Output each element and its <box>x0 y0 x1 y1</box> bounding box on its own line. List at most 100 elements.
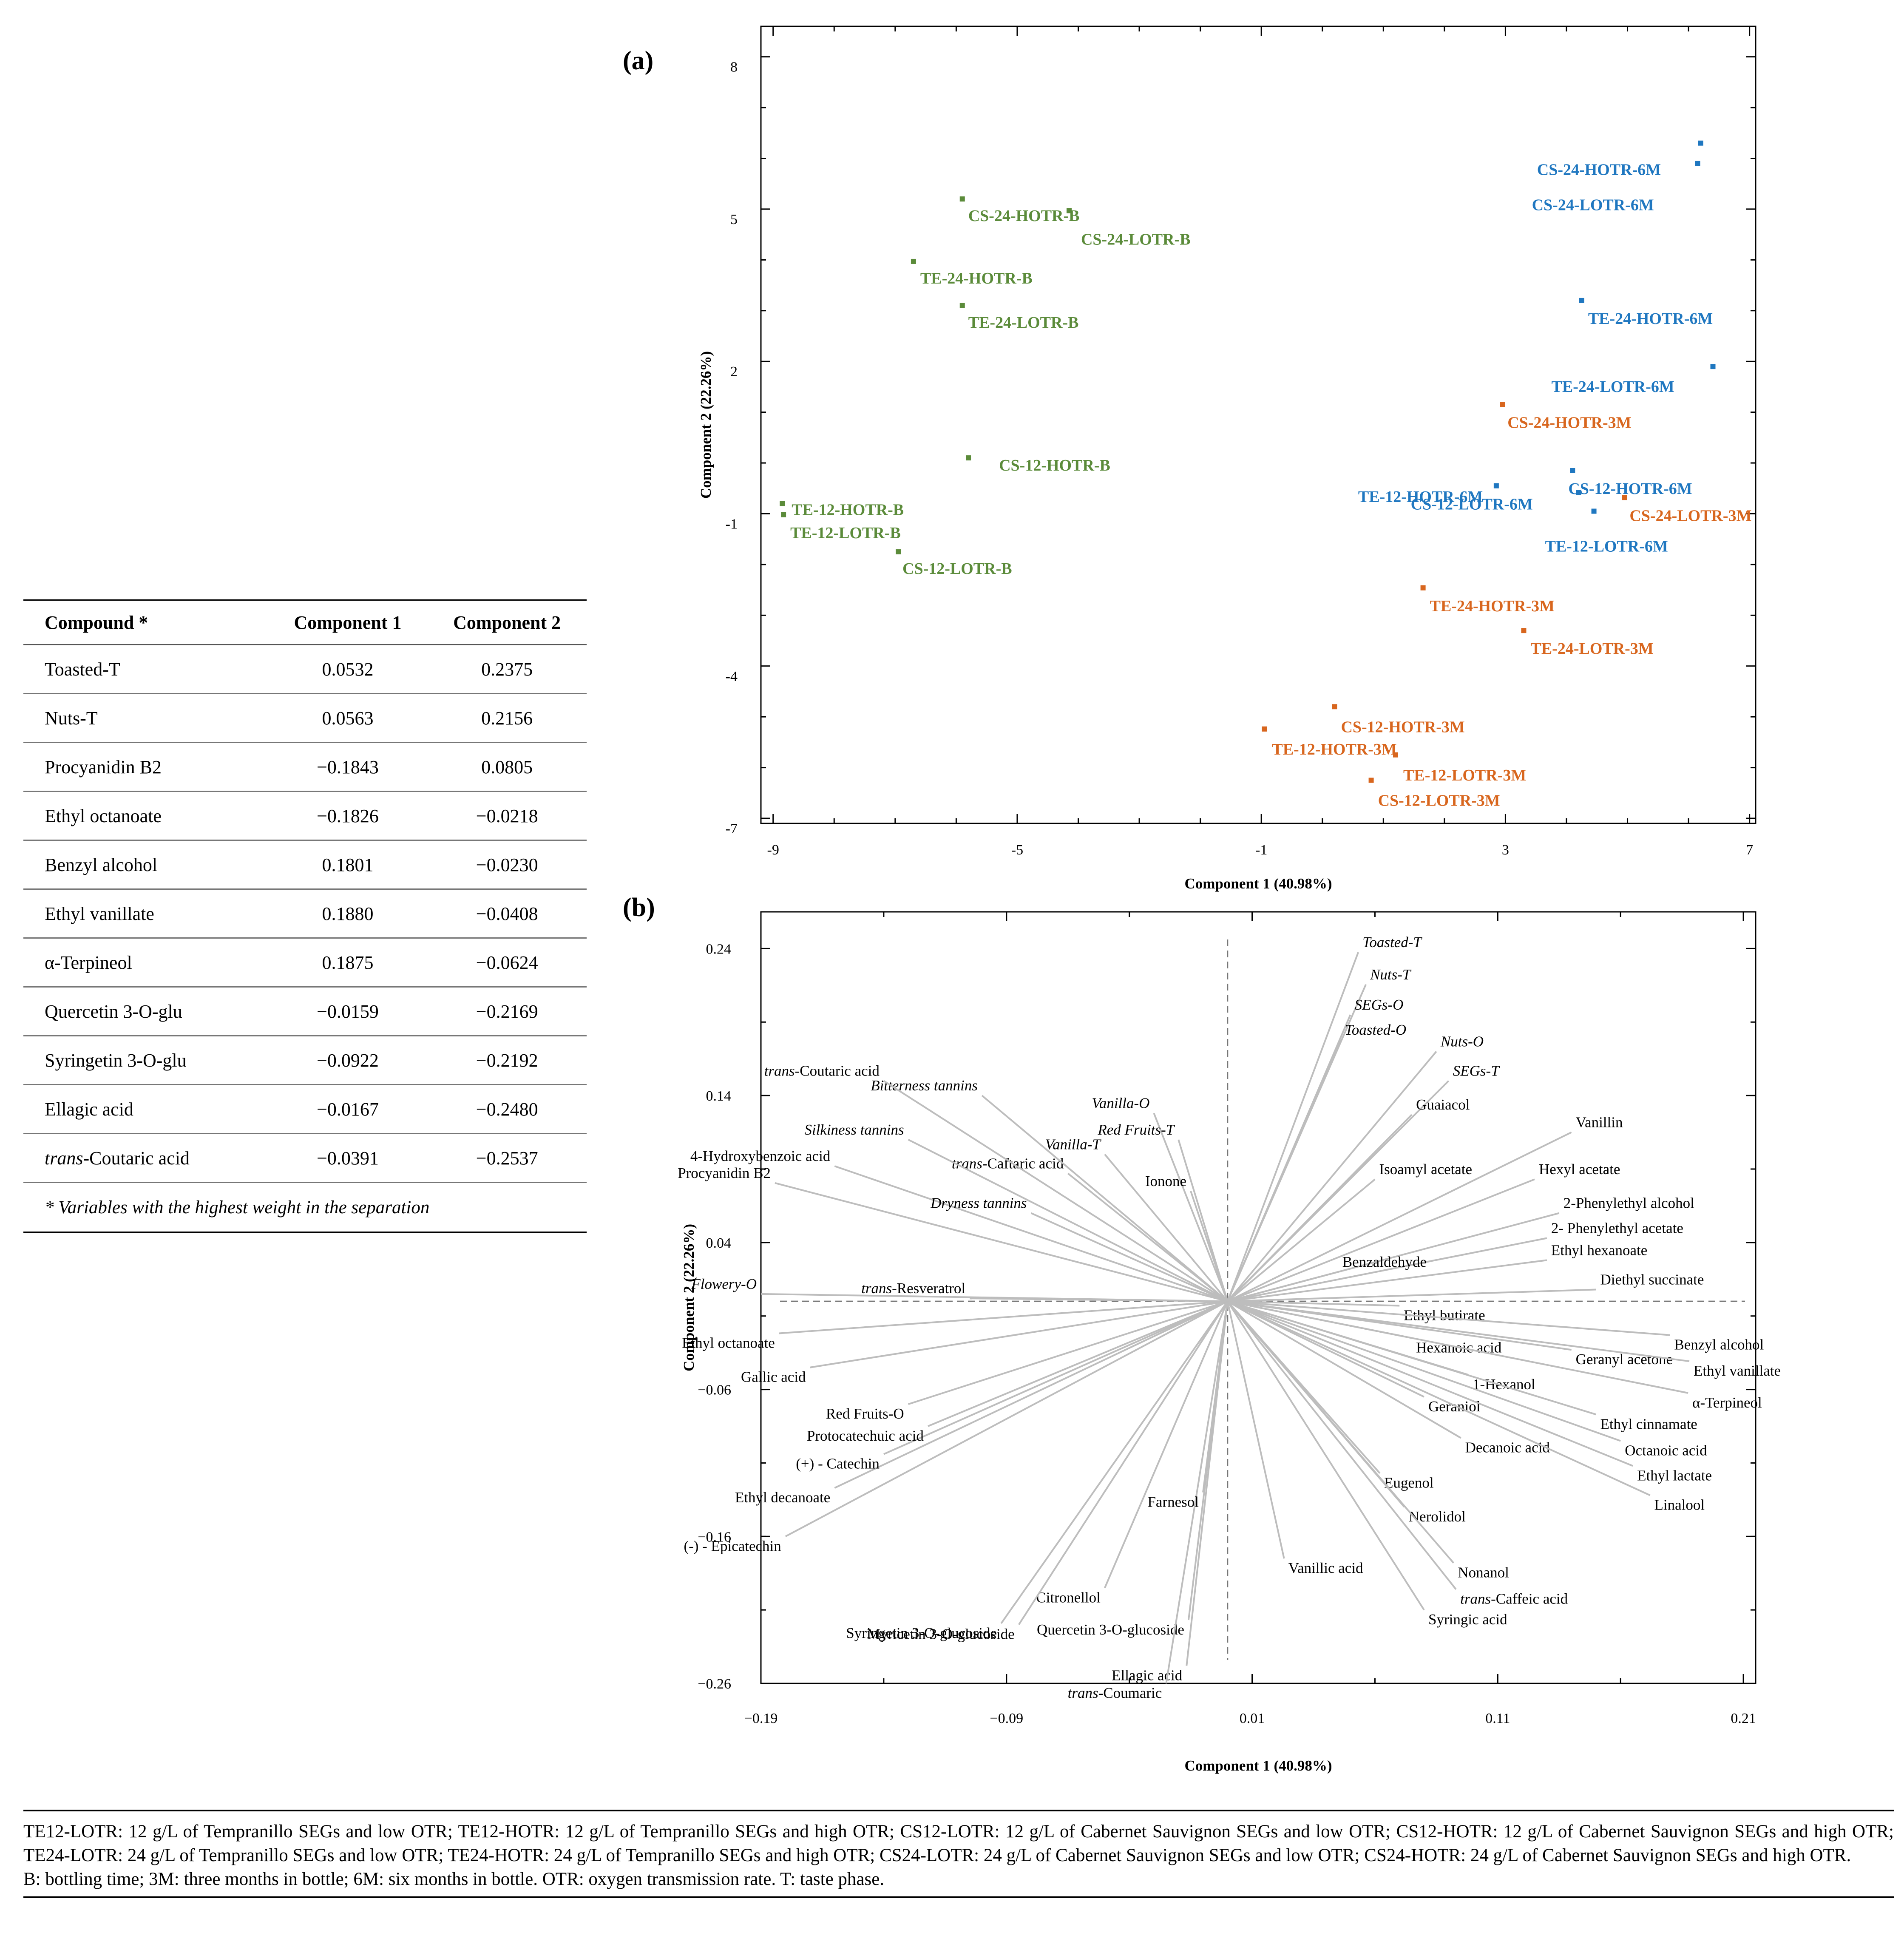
point-label: CS-12-HOTR-B <box>999 457 1110 474</box>
caption-definitions: B: bottling time; 3M: three months in bo… <box>23 1869 885 1889</box>
figure-canvas: (a) -9 -5 -1 3 7 8 5 2 -1 -4 -7 Component 1 (40.98%… <box>623 26 1781 1774</box>
variable-label: Silkiness tannins <box>804 1121 904 1138</box>
data-point-cs-12-lotr-b <box>896 549 901 555</box>
point-label: CS-24-LOTR-B <box>1081 231 1191 249</box>
variable-label: Ethyl lactate <box>1637 1467 1712 1484</box>
data-point-cs-12-hotr-b <box>966 455 971 461</box>
loading-vector-trans-coutaric-acid <box>883 1080 1228 1302</box>
loading-plot-b: −0.19 −0.09 0.01 0.11 0.21 0.24 0.14 0.04 −0.06 −… <box>678 911 1781 1774</box>
variable-label: Ethyl decanoate <box>735 1489 830 1506</box>
table-row: Ethyl octanoate −0.1826 −0.0218 <box>23 791 587 841</box>
point-label: TE-24-LOTR-3M <box>1530 640 1653 658</box>
loading-vector-ethyl-octanoate <box>779 1300 1228 1334</box>
panel-a-label: (a) <box>623 46 653 75</box>
x-tick-label: -9 <box>767 842 779 858</box>
loading-vector-syringic-acid <box>1227 1301 1425 1611</box>
cell-compound: Ethyl vanillate <box>23 889 268 939</box>
variable-label: 4-Hydroxybenzoic acid <box>690 1148 831 1164</box>
header-compound: Compound * <box>23 599 268 645</box>
variable-label: SEGs-O <box>1355 996 1404 1013</box>
data-point-te-24-lotr-b <box>959 303 965 308</box>
loading-vector-trans-coumaric <box>1165 1301 1229 1684</box>
cell-component-1: 0.1875 <box>268 938 428 988</box>
y-tick-label: 0.14 <box>706 1088 732 1104</box>
loading-vector-silkiness-tannins <box>908 1139 1228 1302</box>
loading-vector-nuts-o <box>1227 1051 1437 1302</box>
loading-vector--terpineol <box>1227 1300 1688 1394</box>
table-row: Nuts-T 0.0563 0.2156 <box>23 693 587 743</box>
cell-compound: Nuts-T <box>23 693 268 743</box>
table-row: α-Terpineol 0.1875 −0.0624 <box>23 938 587 988</box>
table-footnote-row: * Variables with the highest weight in t… <box>23 1182 587 1233</box>
loading-vector-ellagic-acid <box>1186 1301 1229 1666</box>
variable-label: Gallic acid <box>741 1369 806 1385</box>
panel-b-label: (b) <box>623 893 655 922</box>
variable-label: Protocatechuic acid <box>807 1427 924 1444</box>
loading-vector-protocatechuic-acid <box>928 1300 1228 1427</box>
data-point-cs-24-hotr-b <box>959 196 965 202</box>
variable-label: 1-Hexanol <box>1473 1376 1535 1393</box>
y-tick-label: 5 <box>730 212 738 227</box>
variable-label: Myricetin 3-O-glucoside <box>867 1626 1015 1643</box>
y-tick-label: -1 <box>726 516 738 532</box>
point-label: TE-12-HOTR-B <box>792 501 904 519</box>
point-label: TE-12-LOTR-3M <box>1403 766 1526 784</box>
data-point-te-12-hotr-6m <box>1493 483 1499 488</box>
plot-frame-a <box>760 26 1756 824</box>
y-tick-label: -7 <box>726 821 738 837</box>
loading-vector-ethyl-vanillate <box>1227 1300 1690 1362</box>
variable-label: Nuts-O <box>1440 1033 1484 1050</box>
variable-label: 2- Phenylethyl acetate <box>1551 1220 1683 1236</box>
cell-component-1: 0.0563 <box>268 693 428 743</box>
cell-component-2: 0.2156 <box>427 693 587 743</box>
loading-vector-octanoic-acid <box>1227 1300 1621 1442</box>
data-point-te-24-lotr-6m <box>1710 364 1716 369</box>
loading-vector-toasted-t <box>1226 952 1359 1302</box>
data-point-te-12-hotr-b <box>780 501 785 506</box>
loading-vector-vanilla-o <box>1153 1112 1229 1302</box>
x-tick-label: 3 <box>1502 842 1509 858</box>
loading-vector--catechin <box>883 1300 1228 1455</box>
cell-compound: Ethyl octanoate <box>23 791 268 841</box>
variable-label: Procyanidin B2 <box>678 1165 771 1181</box>
variable-label: Ellagic acid <box>1112 1667 1183 1684</box>
variable-label: Nonanol <box>1458 1564 1509 1581</box>
data-point-cs-12-hotr-3m <box>1332 704 1337 709</box>
variable-label: Vanillin <box>1576 1114 1623 1131</box>
point-label: TE-24-HOTR-B <box>920 270 1033 287</box>
variable-label: Vanilla-O <box>1092 1095 1149 1112</box>
cell-component-2: 0.0805 <box>427 742 587 792</box>
variable-label: trans-Resveratrol <box>861 1280 965 1297</box>
table-row: Syringetin 3-O-glu −0.0922 −0.2192 <box>23 1036 587 1085</box>
cell-component-1: −0.1826 <box>268 791 428 841</box>
loading-vector-vanillin <box>1227 1131 1572 1302</box>
point-label: TE-12-LOTR-B <box>790 524 901 542</box>
y-tick-label: -4 <box>726 669 738 684</box>
cell-component-1: −0.0922 <box>268 1036 428 1085</box>
data-point-te-24-lotr-3m <box>1521 628 1527 633</box>
x-tick-label: 7 <box>1746 842 1753 858</box>
variable-label: Ethyl octanoate <box>682 1335 775 1351</box>
variable-label: Ionone <box>1145 1173 1186 1189</box>
loading-vector-guaiacol <box>1227 1114 1413 1302</box>
loading-vector-ethyl-decanoate <box>834 1300 1228 1489</box>
loading-vector-trans-resveratrol <box>970 1297 1228 1303</box>
point-label: CS-24-LOTR-6M <box>1532 196 1654 214</box>
loading-vector-ethyl-butirate <box>1227 1300 1400 1307</box>
variable-label: Vanilla-T <box>1045 1136 1102 1152</box>
variable-label: (-) - Epicatechin <box>684 1538 781 1554</box>
loadings-table: Compound * Component 1 Component 2 Toast… <box>23 599 587 1233</box>
point-label: TE-24-LOTR-B <box>968 314 1079 332</box>
cell-component-1: −0.1843 <box>268 742 428 792</box>
data-point-cs-24-lotr-3m <box>1622 495 1627 500</box>
cell-component-1: −0.0159 <box>268 987 428 1036</box>
point-label: TE-24-LOTR-6M <box>1552 378 1674 396</box>
table-row: Benzyl alcohol 0.1801 −0.0230 <box>23 840 587 890</box>
x-tick-label: 0.01 <box>1240 1711 1265 1726</box>
cell-compound: Quercetin 3-O-glu <box>23 987 268 1036</box>
loading-vector-vanilla-t <box>1104 1154 1229 1302</box>
x-tick-label: −0.09 <box>990 1711 1023 1726</box>
y-tick-label: −0.16 <box>698 1529 731 1545</box>
variable-label: Linalool <box>1654 1496 1705 1513</box>
data-point-te-24-hotr-6m <box>1579 298 1584 303</box>
